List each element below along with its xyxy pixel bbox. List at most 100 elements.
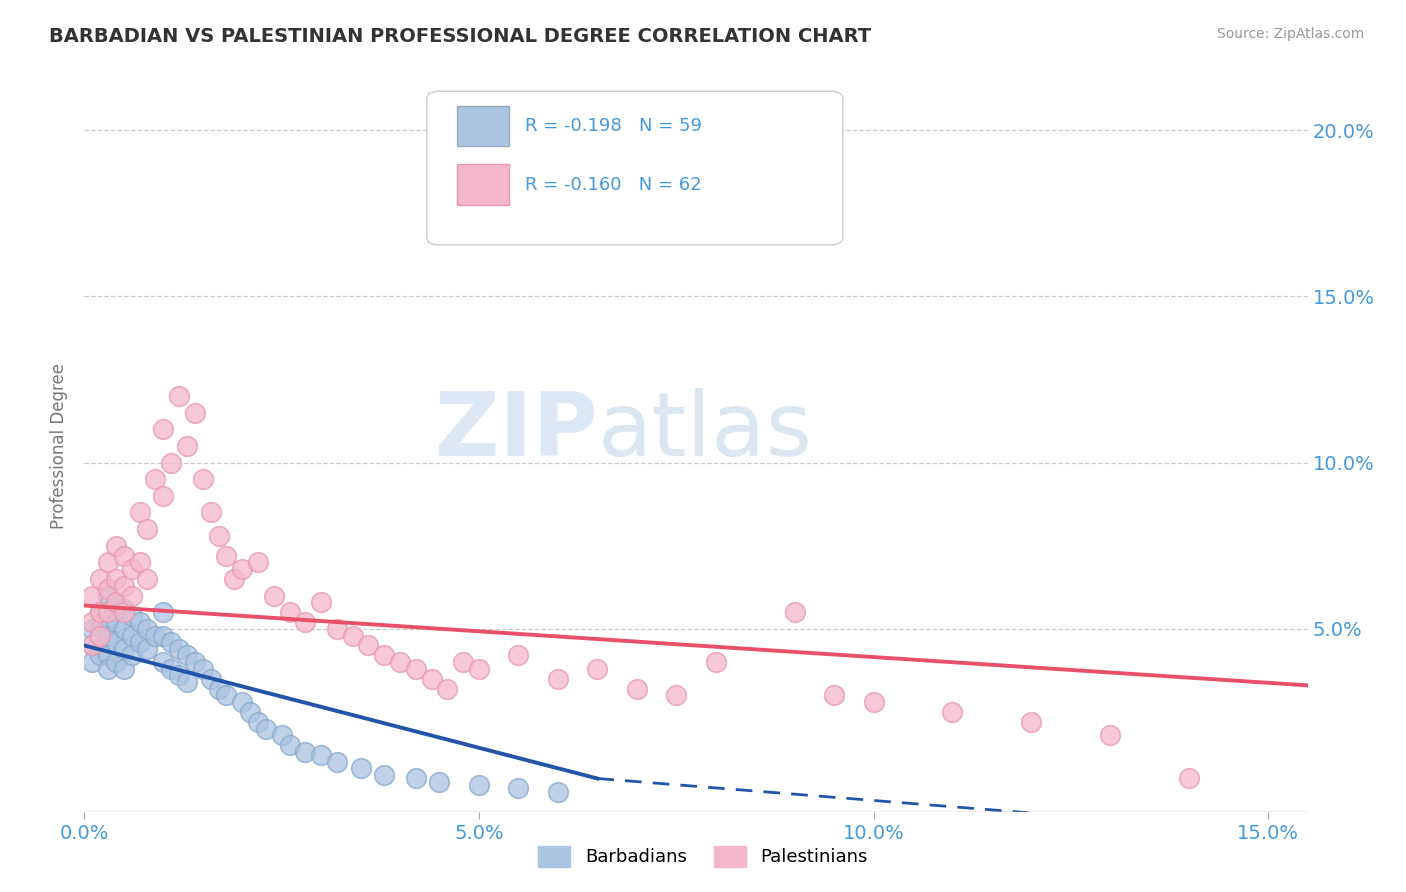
Point bbox=[145, 628, 167, 642]
Point bbox=[309, 748, 332, 763]
Point bbox=[326, 622, 349, 636]
Point bbox=[862, 695, 884, 709]
Point bbox=[89, 605, 111, 619]
Point bbox=[278, 605, 301, 619]
Point bbox=[373, 648, 395, 663]
Point bbox=[97, 662, 120, 676]
Text: R = -0.198   N = 59: R = -0.198 N = 59 bbox=[524, 118, 702, 136]
Text: Source: ZipAtlas.com: Source: ZipAtlas.com bbox=[1216, 27, 1364, 41]
Point bbox=[82, 639, 104, 653]
Point bbox=[97, 589, 120, 603]
Point bbox=[128, 635, 150, 649]
Point bbox=[665, 689, 688, 703]
Point bbox=[112, 662, 135, 676]
Point bbox=[941, 705, 963, 719]
Point bbox=[405, 772, 427, 786]
Point bbox=[176, 439, 198, 453]
Point bbox=[436, 681, 458, 696]
Point bbox=[89, 628, 111, 642]
Point bbox=[89, 628, 111, 642]
Point bbox=[112, 605, 135, 619]
Point bbox=[112, 641, 135, 656]
Point bbox=[128, 615, 150, 630]
Point bbox=[429, 774, 451, 789]
Point bbox=[357, 639, 380, 653]
Point bbox=[152, 489, 174, 503]
Point bbox=[145, 472, 167, 486]
Point bbox=[82, 655, 104, 669]
Point bbox=[294, 745, 316, 759]
Point bbox=[89, 622, 111, 636]
Point bbox=[82, 639, 104, 653]
Point bbox=[104, 595, 127, 609]
Point bbox=[104, 615, 127, 630]
Point bbox=[167, 641, 190, 656]
Point bbox=[207, 681, 229, 696]
Legend: Barbadians, Palestinians: Barbadians, Palestinians bbox=[530, 838, 876, 874]
Point bbox=[278, 738, 301, 752]
Point bbox=[112, 579, 135, 593]
Point bbox=[104, 539, 127, 553]
Y-axis label: Professional Degree: Professional Degree bbox=[51, 363, 69, 529]
Point bbox=[160, 456, 183, 470]
Point bbox=[97, 605, 120, 619]
Point bbox=[508, 781, 530, 796]
Text: BARBADIAN VS PALESTINIAN PROFESSIONAL DEGREE CORRELATION CHART: BARBADIAN VS PALESTINIAN PROFESSIONAL DE… bbox=[49, 27, 872, 45]
Point bbox=[508, 648, 530, 663]
Point bbox=[420, 672, 443, 686]
Point bbox=[215, 549, 238, 563]
Point bbox=[152, 422, 174, 436]
Point bbox=[136, 572, 159, 586]
Point bbox=[112, 622, 135, 636]
Point bbox=[121, 628, 143, 642]
Point bbox=[121, 562, 143, 576]
Point bbox=[160, 662, 183, 676]
Point bbox=[704, 655, 727, 669]
Point bbox=[112, 602, 135, 616]
Point bbox=[121, 589, 143, 603]
Point bbox=[97, 555, 120, 569]
Point bbox=[451, 655, 474, 669]
Point bbox=[626, 681, 648, 696]
Point bbox=[121, 648, 143, 663]
Point bbox=[783, 605, 806, 619]
Point bbox=[82, 615, 104, 630]
Point bbox=[89, 605, 111, 619]
Point bbox=[136, 522, 159, 536]
Point bbox=[1178, 772, 1201, 786]
Point bbox=[191, 662, 214, 676]
Point bbox=[200, 506, 222, 520]
Point bbox=[468, 662, 491, 676]
Point bbox=[1099, 728, 1122, 742]
Point bbox=[152, 655, 174, 669]
Point bbox=[104, 635, 127, 649]
Point bbox=[136, 641, 159, 656]
FancyBboxPatch shape bbox=[457, 106, 509, 146]
Point bbox=[176, 675, 198, 690]
Point bbox=[263, 589, 285, 603]
Point bbox=[128, 506, 150, 520]
Point bbox=[326, 755, 349, 769]
Point bbox=[136, 622, 159, 636]
Point bbox=[184, 406, 207, 420]
Point bbox=[246, 714, 269, 729]
Point bbox=[309, 595, 332, 609]
Point bbox=[97, 605, 120, 619]
Point bbox=[152, 628, 174, 642]
Point bbox=[167, 668, 190, 682]
Point bbox=[349, 762, 371, 776]
Point bbox=[586, 662, 609, 676]
Point bbox=[239, 705, 262, 719]
Point bbox=[82, 622, 104, 636]
Point bbox=[342, 628, 364, 642]
Point bbox=[121, 608, 143, 623]
Point bbox=[184, 655, 207, 669]
Point bbox=[1021, 714, 1043, 729]
Point bbox=[104, 595, 127, 609]
Point bbox=[104, 572, 127, 586]
Point bbox=[823, 689, 845, 703]
Point bbox=[89, 648, 111, 663]
FancyBboxPatch shape bbox=[457, 164, 509, 204]
Point bbox=[389, 655, 412, 669]
Point bbox=[270, 728, 292, 742]
